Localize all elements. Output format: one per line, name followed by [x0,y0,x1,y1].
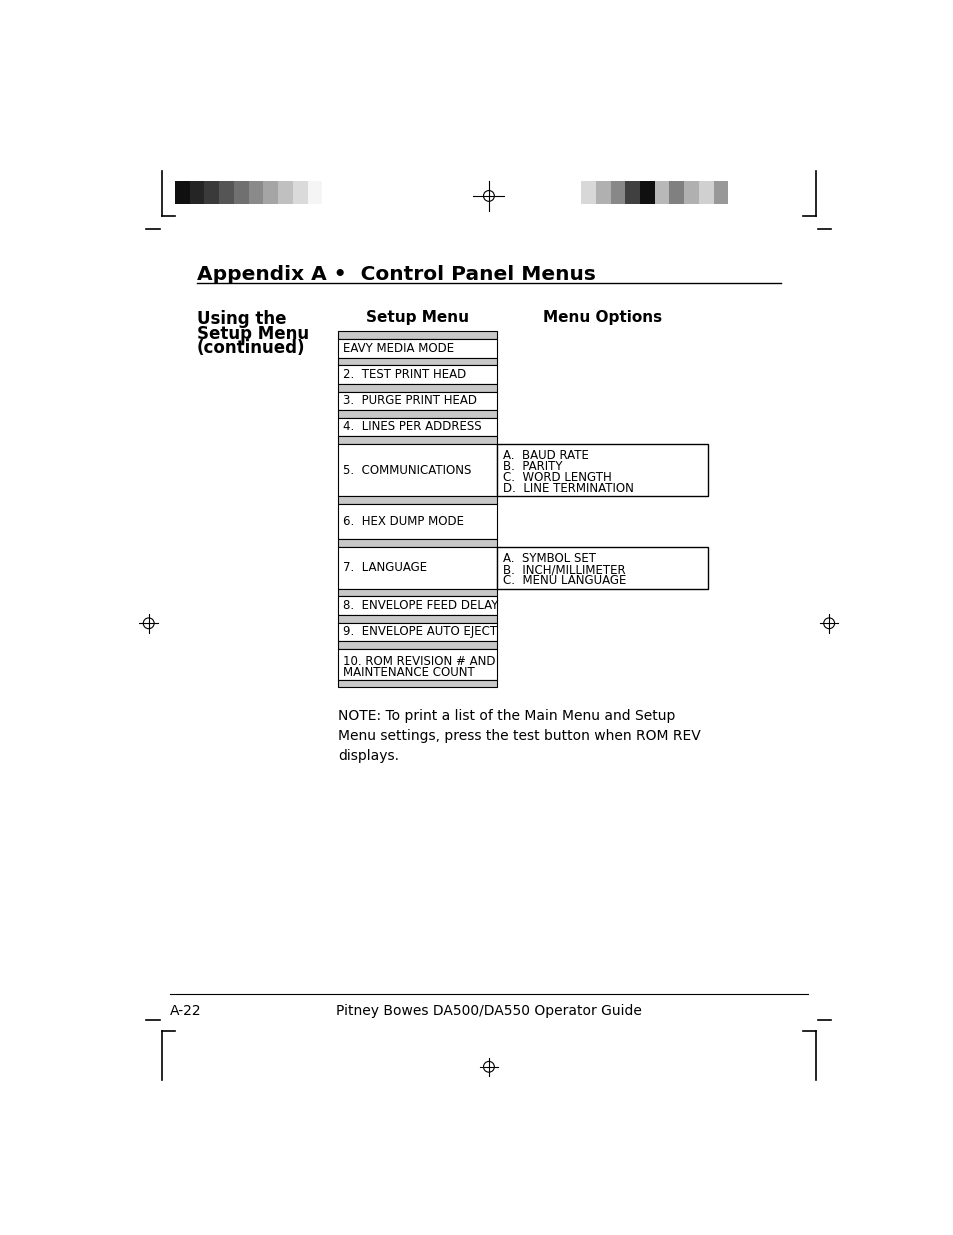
Text: Pitney Bowes DA500/DA550 Operator Guide: Pitney Bowes DA500/DA550 Operator Guide [335,1004,641,1019]
Bar [337,648,497,679]
Bar [337,540,497,547]
Bar [497,547,707,589]
Bar [683,180,699,204]
Text: 6.  HEX DUMP MODE: 6. HEX DUMP MODE [343,515,464,529]
Bar [337,589,497,597]
Bar [497,443,707,496]
Text: A.  SYMBOL SET: A. SYMBOL SET [502,552,596,566]
Text: NOTE: To print a list of the Main Menu and Setup
Menu settings, press the test b: NOTE: To print a list of the Main Menu a… [337,709,700,763]
Bar [337,417,497,436]
Bar [278,180,293,204]
Bar [174,180,190,204]
Text: 5.  COMMUNICATIONS: 5. COMMUNICATIONS [343,463,471,477]
Bar [233,180,249,204]
Bar [337,504,497,540]
Bar [713,180,728,204]
Text: A.  BAUD RATE: A. BAUD RATE [502,450,588,462]
Bar [219,180,233,204]
Bar [204,180,219,204]
Text: A-22: A-22 [170,1004,201,1019]
Bar [337,443,497,496]
Bar [337,615,497,622]
Bar [249,180,263,204]
Bar [337,436,497,443]
Text: B.  PARITY: B. PARITY [502,461,561,473]
Text: Menu Options: Menu Options [542,310,661,325]
Bar [337,331,497,340]
Bar [337,597,497,615]
Bar [337,679,497,687]
Text: (continued): (continued) [196,340,305,357]
Text: EAVY MEDIA MODE: EAVY MEDIA MODE [343,342,454,354]
Text: D.  LINE TERMINATION: D. LINE TERMINATION [502,482,633,494]
Bar [654,180,669,204]
Bar [307,180,322,204]
Bar [337,410,497,417]
Bar [337,641,497,648]
Bar [580,180,596,204]
Text: 3.  PURGE PRINT HEAD: 3. PURGE PRINT HEAD [343,394,476,408]
Bar [337,366,497,384]
Text: 4.  LINES PER ADDRESS: 4. LINES PER ADDRESS [343,420,481,433]
Text: B.  INCH/MILLIMETER: B. INCH/MILLIMETER [502,563,625,577]
Bar [337,391,497,410]
Bar [669,180,683,204]
Text: 10. ROM REVISION # AND: 10. ROM REVISION # AND [343,655,496,668]
Bar [190,180,204,204]
Text: C.  MENU LANGUAGE: C. MENU LANGUAGE [502,574,625,587]
Text: 7.  LANGUAGE: 7. LANGUAGE [343,562,427,574]
Bar [624,180,639,204]
Text: 8.  ENVELOPE FEED DELAY: 8. ENVELOPE FEED DELAY [343,599,498,613]
Bar [337,384,497,391]
Bar [337,340,497,358]
Text: Setup Menu: Setup Menu [365,310,468,325]
Bar [337,622,497,641]
Text: Appendix A •  Control Panel Menus: Appendix A • Control Panel Menus [196,266,595,284]
Bar [699,180,713,204]
Bar [293,180,307,204]
Text: 9.  ENVELOPE AUTO EJECT: 9. ENVELOPE AUTO EJECT [343,625,497,638]
Text: 2.  TEST PRINT HEAD: 2. TEST PRINT HEAD [343,368,466,382]
Text: C.  WORD LENGTH: C. WORD LENGTH [502,471,611,484]
Bar [337,547,497,589]
Text: Setup Menu: Setup Menu [196,325,309,342]
Bar [337,358,497,366]
Text: Using the: Using the [196,310,286,329]
Bar [337,496,497,504]
Bar [596,180,610,204]
Bar [263,180,278,204]
Bar [610,180,624,204]
Text: MAINTENANCE COUNT: MAINTENANCE COUNT [343,666,475,679]
Bar [639,180,654,204]
